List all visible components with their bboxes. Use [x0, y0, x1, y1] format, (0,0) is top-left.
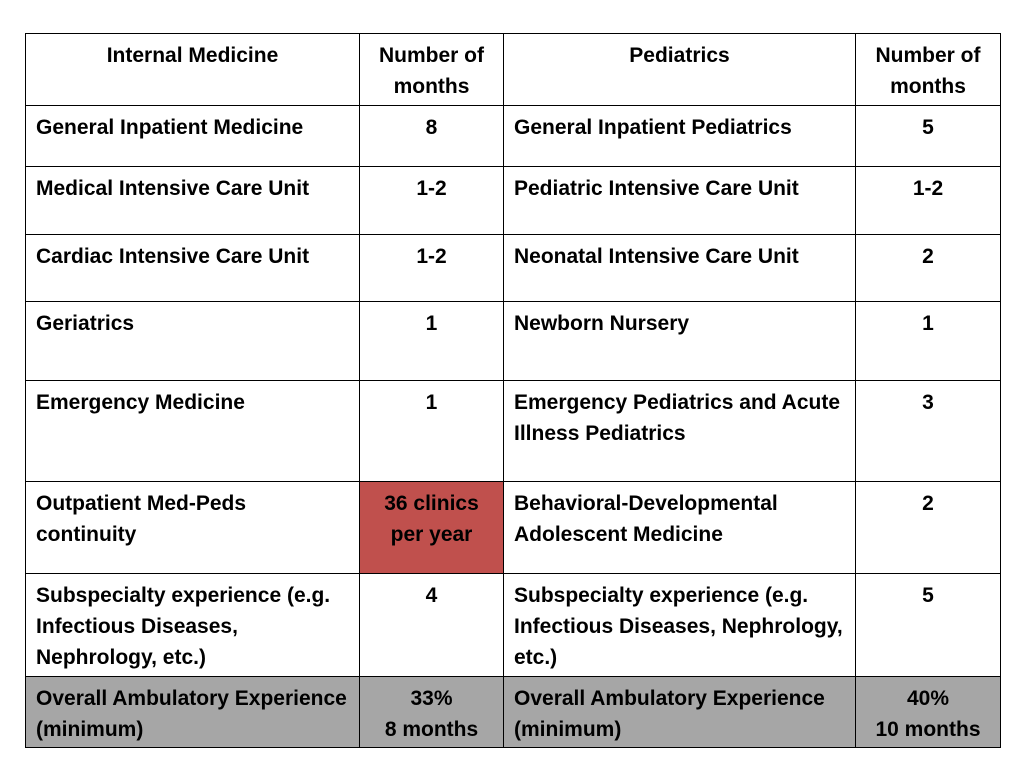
table-row: Cardiac Intensive Care Unit 1-2 Neonatal…: [25, 234, 1001, 302]
peds-months-cell: 5: [855, 105, 1001, 167]
peds-months-cell: 5: [855, 573, 1001, 677]
im-months-cell: 1-2: [359, 234, 504, 302]
header-im-months: Number of months: [359, 33, 504, 106]
header-internal-medicine: Internal Medicine: [25, 33, 360, 106]
peds-rotation-cell: General Inpatient Pediatrics: [503, 105, 856, 167]
header-peds-months: Number of months: [855, 33, 1001, 106]
im-summary-cell: Overall Ambulatory Experience (minimum): [25, 676, 360, 748]
im-months-cell: 1: [359, 380, 504, 482]
peds-rotation-cell: Neonatal Intensive Care Unit: [503, 234, 856, 302]
im-months-cell: 4: [359, 573, 504, 677]
im-rotation-cell: Cardiac Intensive Care Unit: [25, 234, 360, 302]
peds-months-cell: 2: [855, 481, 1001, 574]
header-pediatrics: Pediatrics: [503, 33, 856, 106]
peds-rotation-cell: Newborn Nursery: [503, 301, 856, 381]
peds-months-cell: 1: [855, 301, 1001, 381]
peds-months-cell: 3: [855, 380, 1001, 482]
im-rotation-cell: Subspecialty experience (e.g. Infectious…: [25, 573, 360, 677]
table-row: Outpatient Med-Peds continuity 36 clinic…: [25, 481, 1001, 574]
table-row: Geriatrics 1 Newborn Nursery 1: [25, 301, 1001, 381]
table-row: Subspecialty experience (e.g. Infectious…: [25, 573, 1001, 677]
im-months-cell: 8: [359, 105, 504, 167]
peds-months-cell: 2: [855, 234, 1001, 302]
im-rotation-cell: Geriatrics: [25, 301, 360, 381]
im-rotation-cell: General Inpatient Medicine: [25, 105, 360, 167]
table-row: General Inpatient Medicine 8 General Inp…: [25, 105, 1001, 167]
header-row: Internal Medicine Number of months Pedia…: [25, 33, 1001, 106]
peds-summary-cell: Overall Ambulatory Experience (minimum): [503, 676, 856, 748]
im-summary-value: 33% 8 months: [359, 676, 504, 748]
table-row: Medical Intensive Care Unit 1-2 Pediatri…: [25, 166, 1001, 235]
im-rotation-cell: Outpatient Med-Peds continuity: [25, 481, 360, 574]
peds-summary-value: 40% 10 months: [855, 676, 1001, 748]
peds-months-cell: 1-2: [855, 166, 1001, 235]
rotation-table: Internal Medicine Number of months Pedia…: [25, 33, 1001, 748]
im-months-cell: 1: [359, 301, 504, 381]
highlighted-clinics-cell: 36 clinics per year: [359, 481, 504, 574]
table-row: Emergency Medicine 1 Emergency Pediatric…: [25, 380, 1001, 482]
peds-rotation-cell: Emergency Pediatrics and Acute Illness P…: [503, 380, 856, 482]
summary-row: Overall Ambulatory Experience (minimum) …: [25, 676, 1001, 748]
peds-rotation-cell: Behavioral-Developmental Adolescent Medi…: [503, 481, 856, 574]
peds-rotation-cell: Subspecialty experience (e.g. Infectious…: [503, 573, 856, 677]
im-rotation-cell: Medical Intensive Care Unit: [25, 166, 360, 235]
im-months-cell: 1-2: [359, 166, 504, 235]
im-rotation-cell: Emergency Medicine: [25, 380, 360, 482]
peds-rotation-cell: Pediatric Intensive Care Unit: [503, 166, 856, 235]
